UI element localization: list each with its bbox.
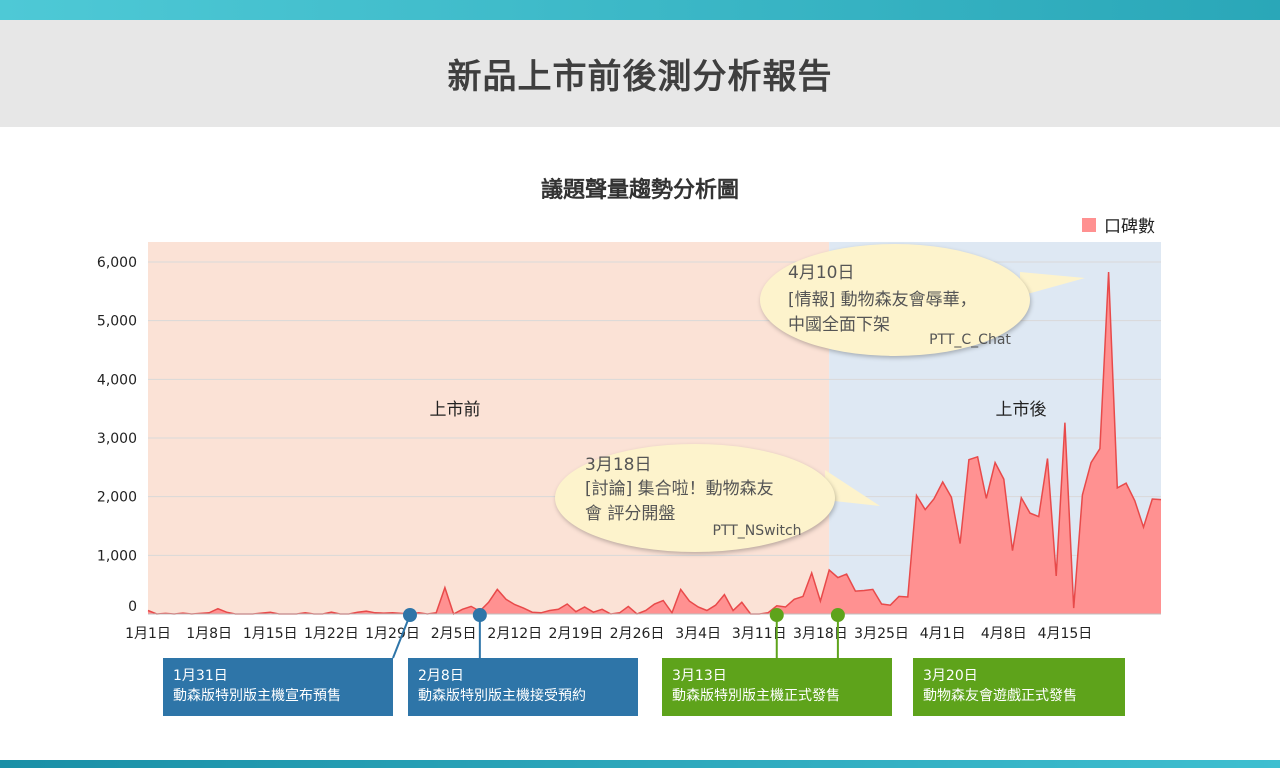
legend-swatch xyxy=(1082,217,1096,232)
event-date: 2月8日 xyxy=(418,668,464,684)
event-label: 動森版特別版主機接受預約 xyxy=(418,688,586,704)
y-tick-label: 2,000 xyxy=(97,490,137,506)
x-tick-label: 1月22日 xyxy=(304,626,359,642)
x-tick-label: 4月1日 xyxy=(920,626,966,642)
region-background xyxy=(148,242,830,614)
callout-source: PTT_NSwitch xyxy=(712,523,801,539)
x-tick-label: 1月15日 xyxy=(243,626,298,642)
x-tick-label: 3月4日 xyxy=(675,626,721,642)
callout-date: 3月18日 xyxy=(585,455,651,475)
event-box-3: 3月13日 動森版特別版主機正式發售 xyxy=(662,658,892,716)
event-box-1: 1月31日 動森版特別版主機宣布預售 xyxy=(163,658,393,716)
event-label: 動森版特別版主機正式發售 xyxy=(672,688,840,704)
chart-title: 議題聲量趨勢分析圖 xyxy=(540,178,739,203)
event-date: 1月31日 xyxy=(173,668,228,684)
callout-text: 會 評分開盤 xyxy=(585,504,675,524)
x-tick-label: 4月8日 xyxy=(981,626,1027,642)
y-tick-label: 6,000 xyxy=(97,255,137,271)
y-tick-label: 5,000 xyxy=(97,314,137,330)
event-date: 3月13日 xyxy=(672,668,727,684)
bottom-accent-bar xyxy=(0,760,1280,768)
event-label: 動物森友會遊戲正式發售 xyxy=(923,688,1077,704)
y-tick-label: 3,000 xyxy=(97,431,137,447)
top-accent-bar xyxy=(0,0,1280,20)
callout-text: 中國全面下架 xyxy=(788,315,890,335)
y-tick-label: 0 xyxy=(128,599,137,615)
callout-text: [情報] 動物森友會辱華， xyxy=(788,290,977,310)
callout-bubble xyxy=(555,444,835,552)
x-tick-label: 1月1日 xyxy=(125,626,171,642)
series-area xyxy=(148,272,1161,614)
event-connector xyxy=(392,614,411,659)
callout-source: PTT_C_Chat xyxy=(929,332,1011,348)
y-tick-label: 1,000 xyxy=(97,548,137,564)
region-label-before: 上市前 xyxy=(430,400,481,420)
event-box-2: 2月8日 動森版特別版主機接受預約 xyxy=(408,658,638,716)
x-tick-label: 3月25日 xyxy=(854,626,909,642)
event-marker xyxy=(830,608,845,622)
page-header: 新品上市前後測分析報告 xyxy=(0,20,1280,127)
event-box-4: 3月20日 動物森友會遊戲正式發售 xyxy=(913,658,1125,716)
page-title: 新品上市前後測分析報告 xyxy=(447,57,833,97)
x-tick-label: 3月11日 xyxy=(732,626,787,642)
x-tick-label: 2月19日 xyxy=(549,626,604,642)
x-tick-label: 1月8日 xyxy=(186,626,232,642)
event-marker xyxy=(472,608,487,622)
region-label-after: 上市後 xyxy=(996,400,1047,420)
event-marker xyxy=(402,608,417,622)
callout-text: [討論] 集合啦！動物森友 xyxy=(585,479,774,499)
x-tick-label: 2月5日 xyxy=(431,626,477,642)
x-tick-label: 2月12日 xyxy=(487,626,542,642)
callout-tail xyxy=(1020,272,1085,296)
legend-label: 口碑數 xyxy=(1104,217,1155,237)
chart-legend: 口碑數 xyxy=(1082,212,1155,237)
x-tick-label: 4月15日 xyxy=(1038,626,1093,642)
callout-date: 4月10日 xyxy=(788,263,854,283)
event-label: 動森版特別版主機宣布預售 xyxy=(173,688,341,704)
x-tick-label: 3月18日 xyxy=(793,626,848,642)
x-tick-label: 1月29日 xyxy=(365,626,420,642)
x-tick-label: 2月26日 xyxy=(610,626,665,642)
event-date: 3月20日 xyxy=(923,668,978,684)
callout-tail xyxy=(825,470,880,506)
event-marker xyxy=(769,608,784,622)
callout-bubble xyxy=(760,244,1030,356)
y-tick-label: 4,000 xyxy=(97,372,137,388)
